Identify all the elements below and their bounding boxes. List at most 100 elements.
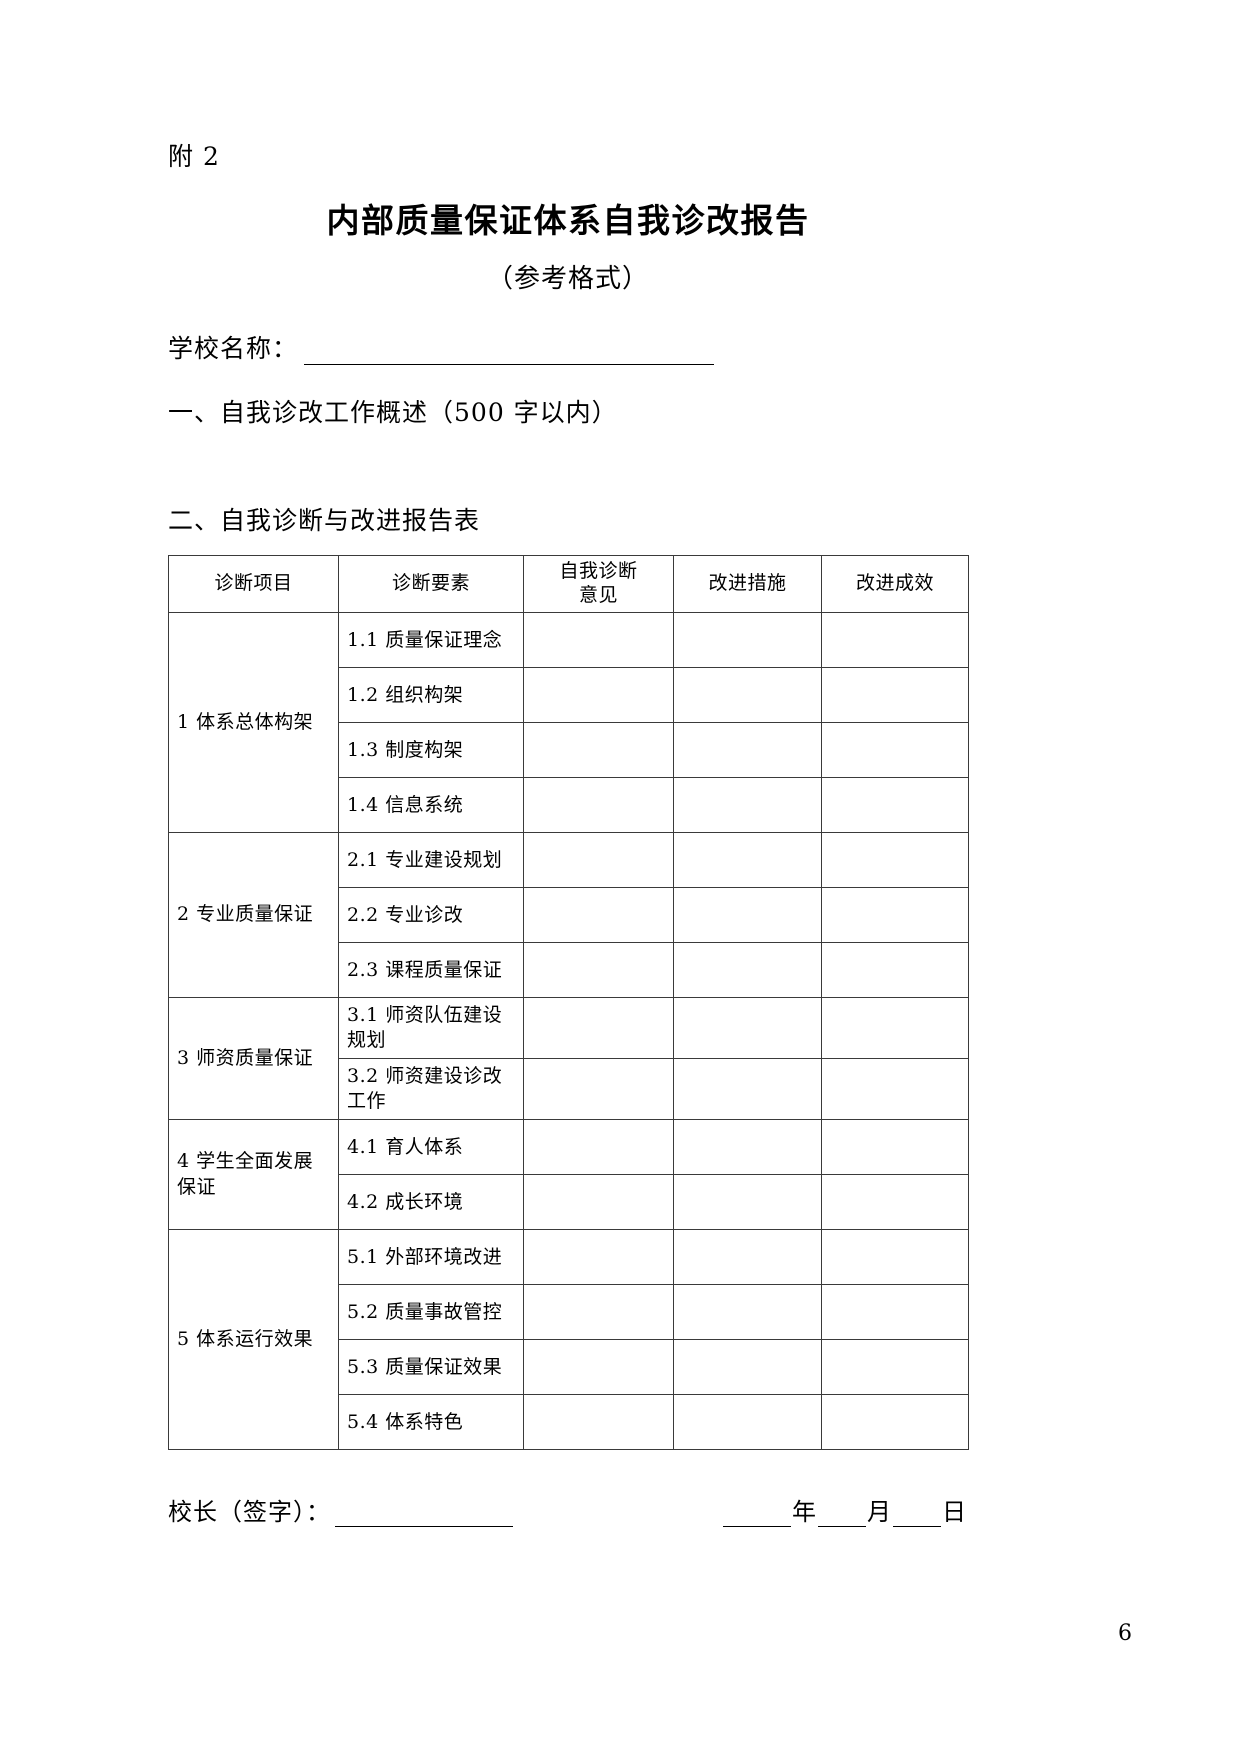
cell-measures-1-4[interactable] [673, 777, 822, 833]
cell-results-5-3[interactable] [821, 1339, 969, 1395]
table-row: 2.3 课程质量保证 [169, 942, 969, 998]
page-title: 内部质量保证体系自我诊改报告 [326, 201, 810, 240]
table-row: 5.3 质量保证效果 [169, 1339, 969, 1395]
attachment-label: 附 2 [168, 142, 220, 171]
cell-measures-1-3[interactable] [673, 722, 822, 778]
table-header-row: 诊断项目 诊断要素 自我诊断 意见 改进措施 改进成效 [168, 555, 969, 613]
cell-self-diagnosis-3-1[interactable] [523, 997, 674, 1059]
signature-footer: 校长（签字）： 年 月 日 [168, 1492, 968, 1527]
cell-self-diagnosis-5-2[interactable] [523, 1284, 674, 1340]
cell-results-5-2[interactable] [821, 1284, 969, 1340]
table-body: 1 体系总体构架 1.1 质量保证理念 1.2 组织构架 1.3 制度构架 [168, 612, 969, 1450]
group-item-2: 2 专业质量保证 [168, 832, 339, 998]
cell-results-2-1[interactable] [821, 832, 969, 888]
cell-results-3-1[interactable] [821, 997, 969, 1059]
element-2-2: 2.2 专业诊改 [338, 887, 524, 943]
cell-measures-4-1[interactable] [673, 1119, 822, 1175]
cell-self-diagnosis-1-4[interactable] [523, 777, 674, 833]
cell-results-1-1[interactable] [821, 612, 969, 668]
cell-results-2-2[interactable] [821, 887, 969, 943]
cell-results-5-4[interactable] [821, 1394, 969, 1450]
cell-measures-5-4[interactable] [673, 1394, 822, 1450]
principal-signature-label: 校长（签字）： [168, 1498, 331, 1526]
element-1-1: 1.1 质量保证理念 [338, 612, 524, 668]
table-row: 2 专业质量保证 2.1 专业建设规划 [168, 832, 969, 998]
cell-measures-3-2[interactable] [673, 1058, 822, 1120]
element-3-1-line1: 3.1 师资队伍建设 [347, 1004, 503, 1027]
cell-self-diagnosis-2-1[interactable] [523, 832, 674, 888]
cell-results-3-2[interactable] [821, 1058, 969, 1120]
element-3-2-line1: 3.2 师资建设诊改 [347, 1065, 503, 1088]
group-item-4: 4 学生全面发展保证 [168, 1119, 339, 1230]
date-month-input[interactable] [818, 1502, 866, 1527]
element-5-1: 5.1 外部环境改进 [338, 1229, 524, 1285]
cell-self-diagnosis-5-3[interactable] [523, 1339, 674, 1395]
date-year-label: 年 [792, 1498, 817, 1526]
table-row: 4 学生全面发展保证 4.1 育人体系 [168, 1119, 969, 1230]
cell-self-diagnosis-5-4[interactable] [523, 1394, 674, 1450]
date-day-label: 日 [942, 1498, 967, 1526]
school-name-field-row: 学校名称： [168, 329, 968, 365]
table-row: 3.2 师资建设诊改 工作 [169, 1058, 969, 1120]
section-two-heading: 二、自我诊断与改进报告表 [168, 506, 481, 535]
cell-results-5-1[interactable] [821, 1229, 969, 1285]
table-header-diagnosis-element: 诊断要素 [338, 555, 524, 613]
document-body: 附 2 内部质量保证体系自我诊改报告 （参考格式） 学校名称： 一、自我诊改工作… [168, 0, 969, 1527]
header-self-diagnosis-line1: 自我诊断 [559, 560, 638, 583]
cell-results-4-2[interactable] [821, 1174, 969, 1230]
table-row: 1.3 制度构架 [169, 722, 969, 778]
cell-results-1-2[interactable] [821, 667, 969, 723]
table-row: 5 体系运行效果 5.1 外部环境改进 [168, 1229, 969, 1450]
table-header-self-diagnosis-opinion: 自我诊断 意见 [523, 555, 674, 613]
group-item-5: 5 体系运行效果 [168, 1229, 339, 1450]
page-subtitle: （参考格式） [486, 264, 649, 294]
cell-measures-2-3[interactable] [673, 942, 822, 998]
date-day-input[interactable] [893, 1502, 941, 1527]
element-5-2: 5.2 质量事故管控 [338, 1284, 524, 1340]
cell-self-diagnosis-5-1[interactable] [523, 1229, 674, 1285]
cell-self-diagnosis-1-3[interactable] [523, 722, 674, 778]
table-row: 1 体系总体构架 1.1 质量保证理念 [168, 612, 969, 833]
cell-measures-5-3[interactable] [673, 1339, 822, 1395]
cell-self-diagnosis-4-1[interactable] [523, 1119, 674, 1175]
principal-signature-input[interactable] [335, 1502, 513, 1527]
element-2-1: 2.1 专业建设规划 [338, 832, 524, 888]
cell-measures-4-2[interactable] [673, 1174, 822, 1230]
cell-results-1-3[interactable] [821, 722, 969, 778]
cell-self-diagnosis-3-2[interactable] [523, 1058, 674, 1120]
element-1-3: 1.3 制度构架 [338, 722, 524, 778]
element-3-2-line2: 工作 [347, 1090, 387, 1112]
cell-self-diagnosis-1-2[interactable] [523, 667, 674, 723]
element-4-2: 4.2 成长环境 [338, 1174, 524, 1230]
school-name-label: 学校名称： [168, 334, 299, 363]
element-4-1: 4.1 育人体系 [338, 1119, 524, 1175]
cell-measures-2-1[interactable] [673, 832, 822, 888]
table-row: 5.2 质量事故管控 [169, 1284, 969, 1340]
cell-results-4-1[interactable] [821, 1119, 969, 1175]
cell-self-diagnosis-1-1[interactable] [523, 612, 674, 668]
cell-results-1-4[interactable] [821, 777, 969, 833]
cell-self-diagnosis-4-2[interactable] [523, 1174, 674, 1230]
diagnosis-report-table: 诊断项目 诊断要素 自我诊断 意见 改进措施 改进成效 1 体系总体构架 1.1… [168, 555, 969, 1450]
cell-measures-3-1[interactable] [673, 997, 822, 1059]
school-name-input[interactable] [304, 338, 715, 365]
cell-measures-1-1[interactable] [673, 612, 822, 668]
cell-measures-5-2[interactable] [673, 1284, 822, 1340]
date-year-input[interactable] [723, 1502, 791, 1527]
cell-measures-1-2[interactable] [673, 667, 822, 723]
element-5-4: 5.4 体系特色 [338, 1394, 524, 1450]
cell-measures-5-1[interactable] [673, 1229, 822, 1285]
group-item-1: 1 体系总体构架 [168, 612, 339, 833]
cell-measures-2-2[interactable] [673, 887, 822, 943]
table-header-improvement-measures: 改进措施 [673, 555, 822, 613]
cell-results-2-3[interactable] [821, 942, 969, 998]
section-one-heading: 一、自我诊改工作概述（500 字以内） [168, 398, 618, 427]
cell-self-diagnosis-2-2[interactable] [523, 887, 674, 943]
element-3-2: 3.2 师资建设诊改 工作 [338, 1058, 524, 1120]
table-row: 4.2 成长环境 [169, 1174, 969, 1230]
element-3-1-line2: 规划 [347, 1029, 387, 1051]
table-row: 2.2 专业诊改 [169, 887, 969, 943]
date-group: 年 月 日 [723, 1492, 968, 1527]
cell-self-diagnosis-2-3[interactable] [523, 942, 674, 998]
